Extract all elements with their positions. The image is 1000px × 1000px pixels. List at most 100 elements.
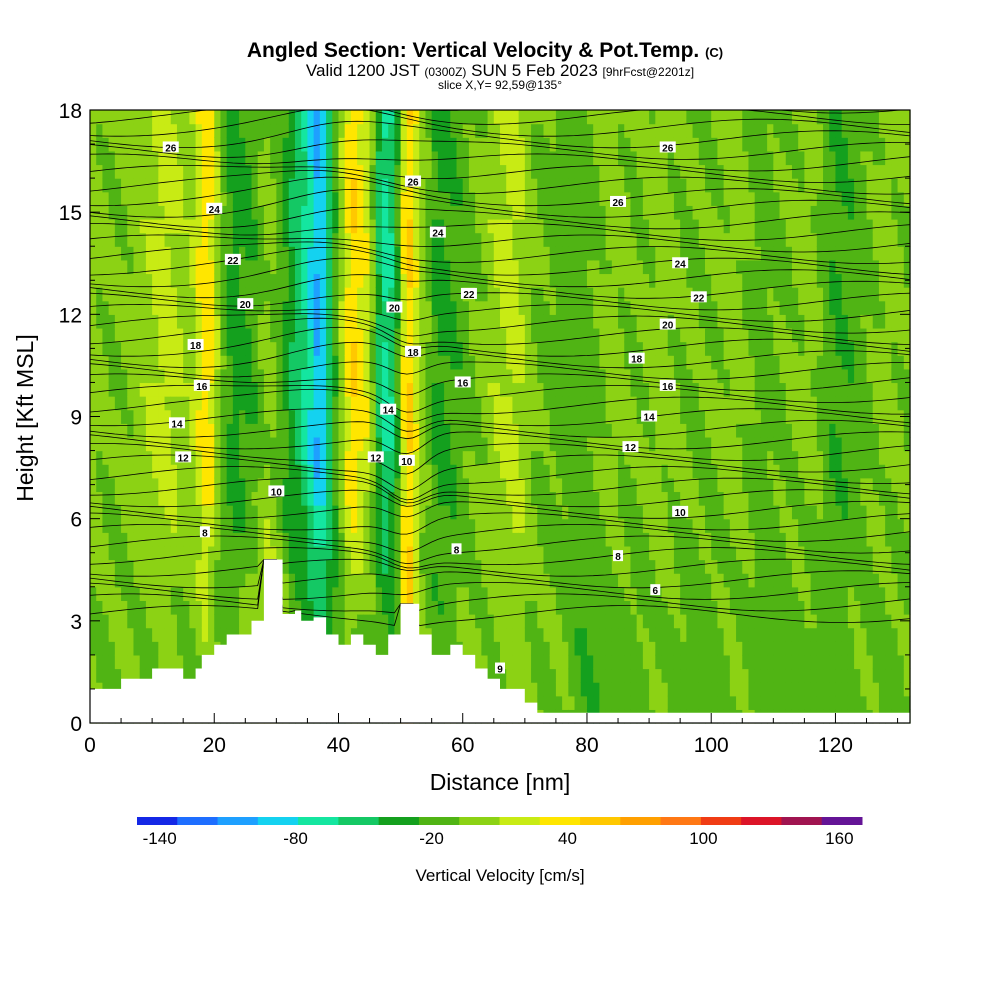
velocity-cell [518,314,526,329]
velocity-cell [760,491,768,506]
velocity-cell [642,436,650,452]
velocity-cell [649,695,656,710]
velocity-cell [512,654,520,670]
velocity-cell [263,273,271,288]
velocity-cell [145,232,153,247]
velocity-cell [425,518,433,533]
velocity-cell [419,586,427,601]
velocity-cell [773,368,781,384]
velocity-cell [518,382,526,397]
velocity-cell [90,300,97,315]
velocity-cell [531,614,538,629]
velocity-cell [543,545,551,561]
velocity-cell [673,341,681,356]
velocity-cell [705,573,712,588]
velocity-cell [593,682,600,697]
velocity-cell [599,205,607,220]
velocity-cell [431,464,439,479]
velocity-cell [468,614,476,629]
velocity-cell [462,382,470,397]
velocity-cell [282,586,290,601]
velocity-cell [468,505,476,520]
velocity-cell [767,477,774,493]
velocity-cell [226,396,234,411]
velocity-cell [344,614,352,629]
velocity-cell [599,559,607,574]
velocity-cell [413,191,420,206]
velocity-cell [736,450,743,465]
velocity-cell [630,137,638,152]
velocity-cell [611,178,619,193]
velocity-cell [195,164,203,179]
velocity-cell [605,436,613,452]
velocity-cell [282,477,290,493]
velocity-cell [270,191,277,206]
velocity-cell [270,545,277,561]
velocity-cell [636,110,644,125]
velocity-cell [313,150,321,166]
velocity-cell [388,423,395,438]
velocity-cell [245,382,253,397]
velocity-cell [375,178,383,193]
velocity-cell [555,110,563,125]
velocity-cell [531,436,538,452]
velocity-cell [195,614,203,629]
velocity-cell [183,178,190,193]
velocity-cell [176,300,184,315]
velocity-cell [319,518,327,533]
velocity-cell [655,627,663,642]
velocity-cell [481,273,489,288]
velocity-cell [226,314,234,329]
velocity-cell [475,273,482,288]
velocity-cell [568,682,576,697]
velocity-cell [624,518,632,533]
velocity-cell [257,218,265,234]
velocity-cell [624,491,632,506]
velocity-cell [636,314,644,329]
velocity-cell [232,287,240,302]
velocity-cell [667,654,675,670]
velocity-cell [760,396,768,411]
velocity-cell [562,682,569,697]
velocity-cell [555,150,563,166]
velocity-cell [338,273,346,288]
velocity-cell [779,695,787,710]
velocity-cell [760,327,768,343]
velocity-cell [649,164,656,179]
velocity-cell [462,573,470,588]
velocity-cell [673,150,681,166]
velocity-cell [773,191,781,206]
velocity-cell [748,314,756,329]
velocity-cell [114,545,122,561]
velocity-cell [555,137,563,152]
velocity-cell [208,341,215,356]
velocity-cell [717,205,725,220]
velocity-cell [239,355,246,370]
velocity-cell [276,505,284,520]
velocity-cell [760,246,768,261]
velocity-cell [201,436,209,452]
velocity-cell [176,382,184,397]
velocity-cell [96,150,104,166]
velocity-cell [363,627,371,642]
velocity-cell [288,205,296,220]
velocity-cell [158,450,166,465]
velocity-cell [158,559,166,574]
velocity-cell [226,505,234,520]
velocity-cell [630,327,638,343]
velocity-cell [220,491,228,506]
velocity-cell [667,259,675,275]
velocity-cell [176,396,184,411]
velocity-cell [437,355,445,370]
velocity-cell [555,314,563,329]
velocity-cell [537,341,545,356]
velocity-cell [524,259,532,275]
velocity-cell [655,682,663,697]
velocity-cell [506,505,514,520]
velocity-cell [630,259,638,275]
velocity-cell [270,137,277,152]
velocity-cell [599,164,607,179]
velocity-cell [630,218,638,234]
velocity-cell [232,382,240,397]
velocity-cell [754,477,762,493]
